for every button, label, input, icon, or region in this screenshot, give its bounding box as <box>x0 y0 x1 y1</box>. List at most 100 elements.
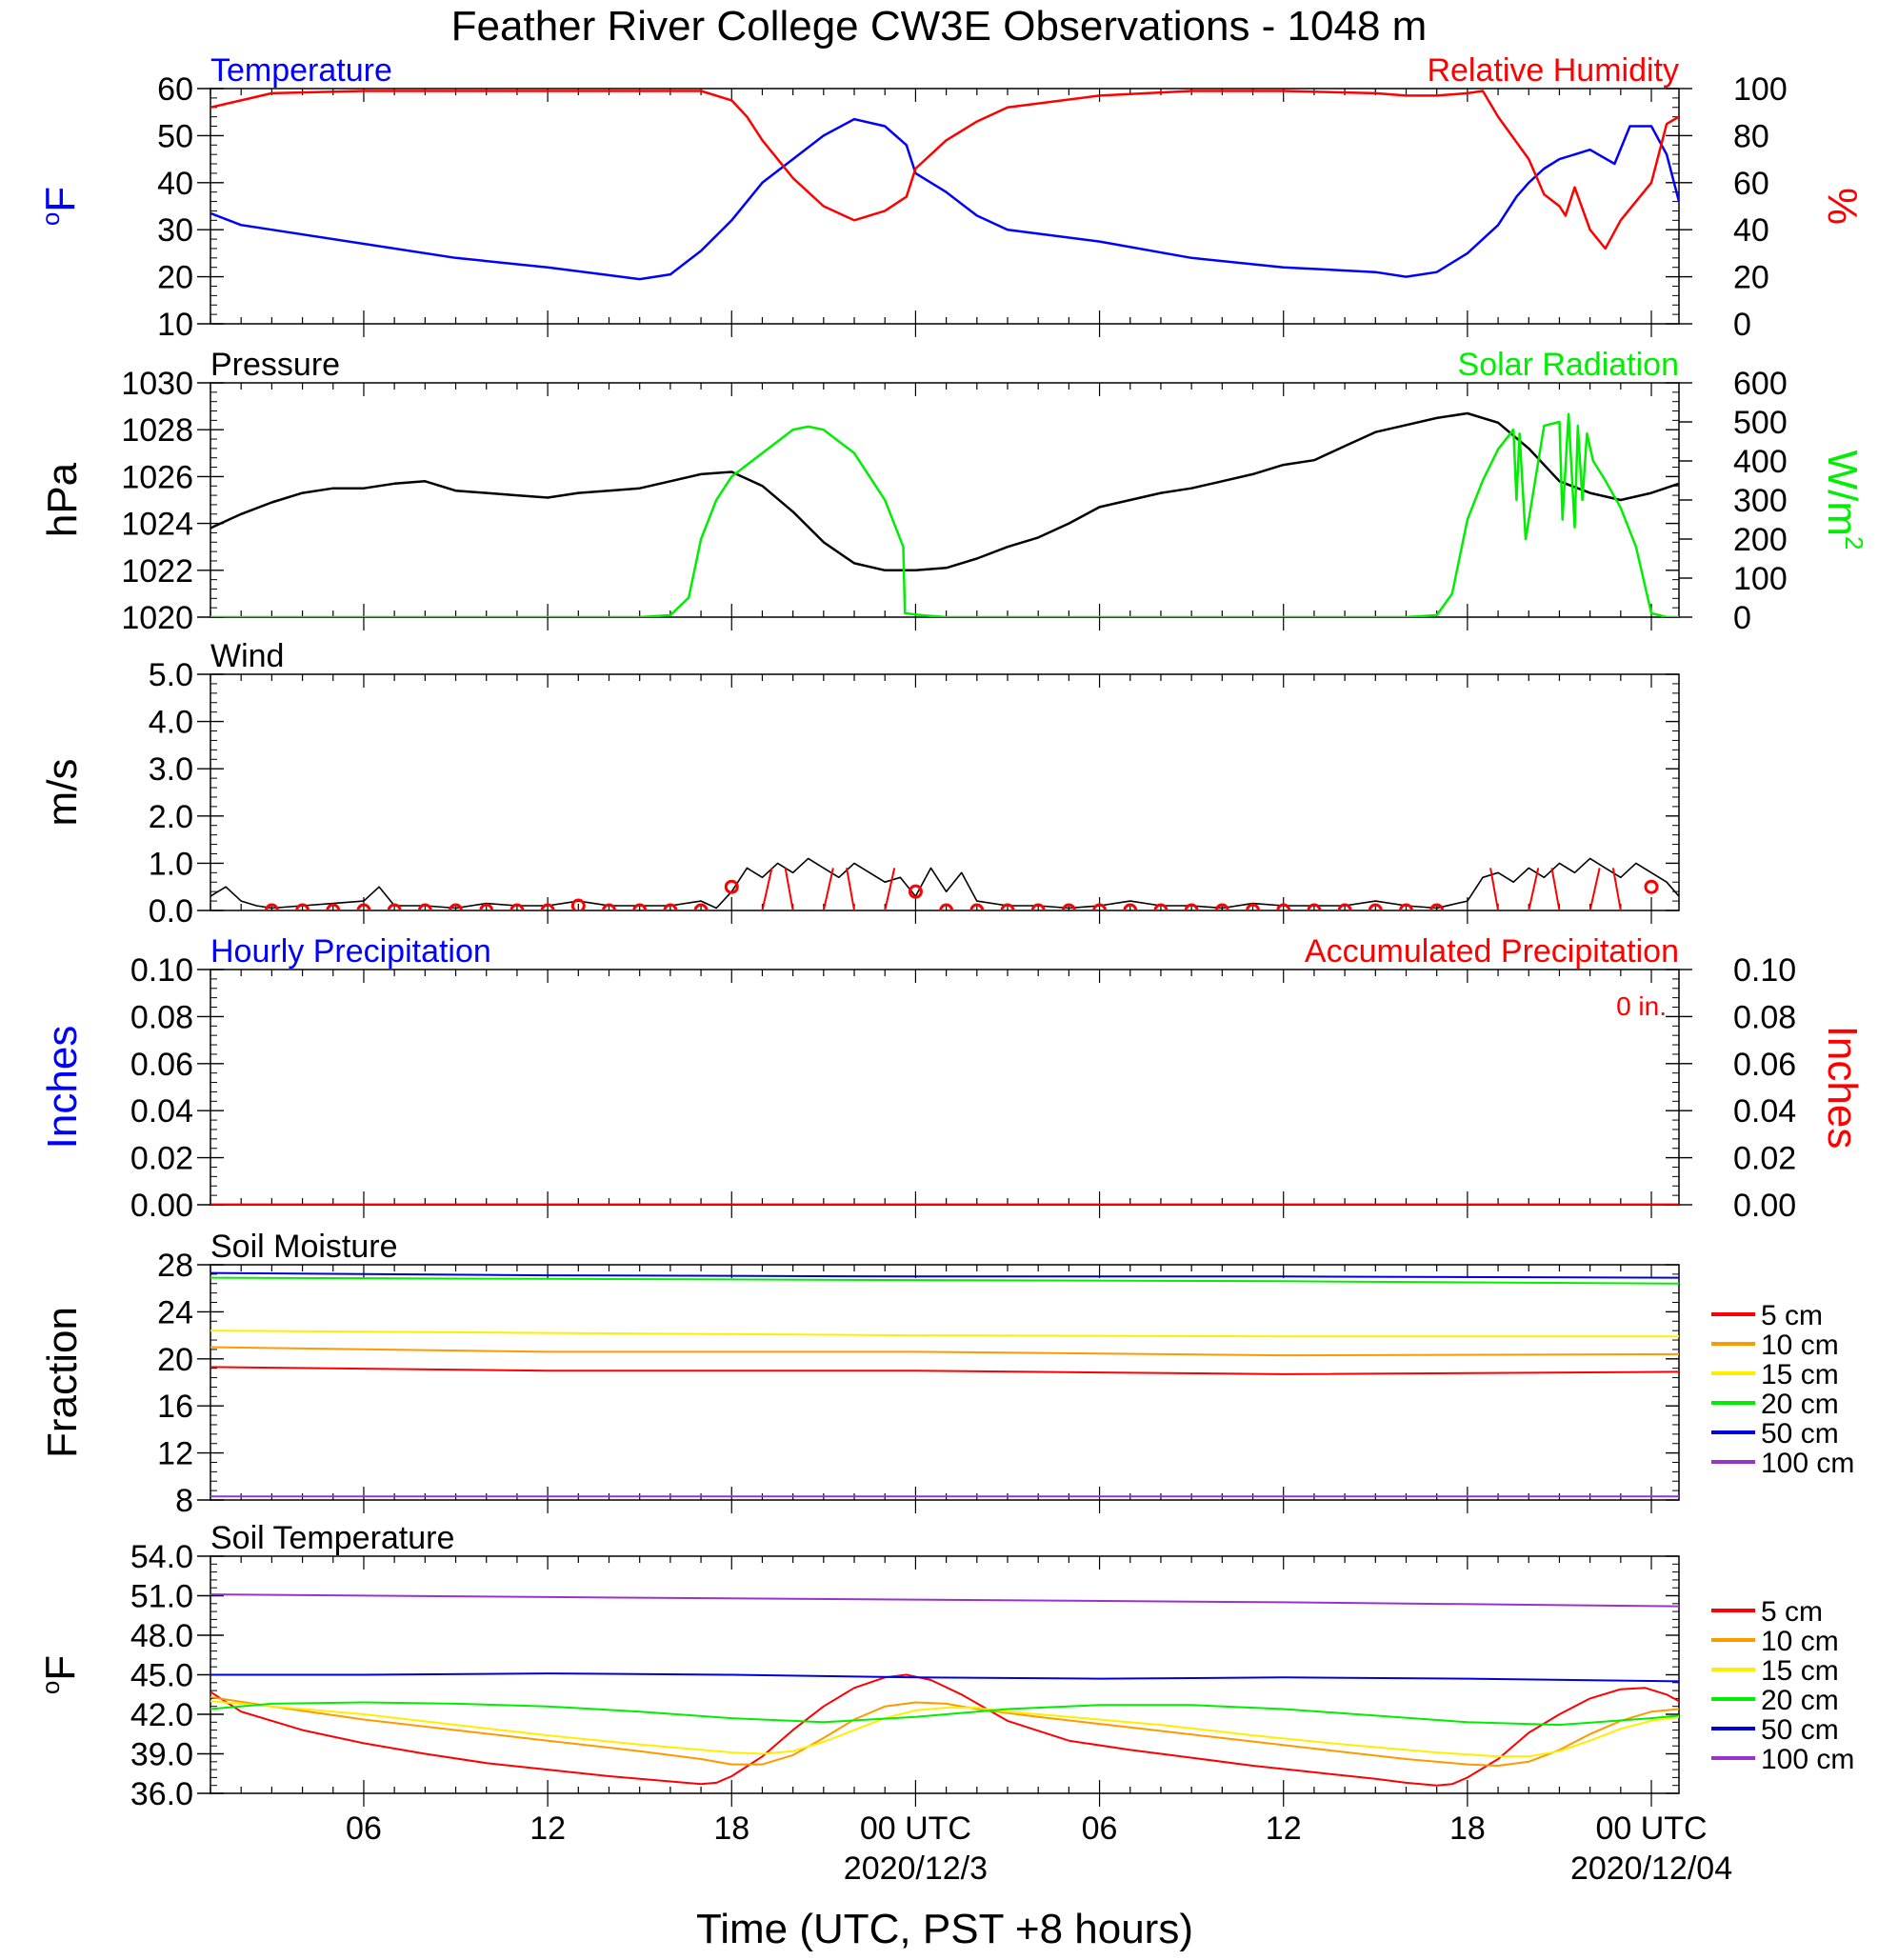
legend-entry: 20 cm <box>1761 1685 1839 1716</box>
y-axis-label: oF <box>36 1655 84 1694</box>
y-tick-label: 10 <box>157 307 193 343</box>
x-tick-label: 06 <box>1082 1810 1118 1847</box>
y2-tick-label: 0.10 <box>1733 952 1796 989</box>
solar-radiation-line <box>210 412 1679 617</box>
wind-calm-marker <box>1000 903 1015 910</box>
y-tick-label: 45.0 <box>130 1658 193 1694</box>
y-tick-label: 28 <box>157 1248 193 1284</box>
legend-entry: 20 cm <box>1761 1389 1839 1420</box>
y-axis-label: m/s <box>39 759 86 827</box>
soil-10cm-line <box>210 1696 1679 1767</box>
legend-entry: 10 cm <box>1761 1330 1839 1361</box>
y2-axis-label: Inches <box>1819 1026 1866 1150</box>
panel-left-title: Hourly Precipitation <box>210 933 491 970</box>
y-axis-label: oF <box>36 187 84 226</box>
y2-tick-label: 200 <box>1733 522 1788 558</box>
y-tick-label: 51.0 <box>130 1579 193 1615</box>
y2-tick-label: 60 <box>1733 166 1769 202</box>
soil-5cm-line <box>210 1673 1679 1787</box>
panel-temperature_humidity: 10 20 30 40 50 60 0 20 40 60 80 100 Temperature Relat… <box>36 52 1866 343</box>
x-tick-label: 06 <box>346 1810 382 1847</box>
wind-direction-barb <box>1588 868 1601 910</box>
soil-20cm-line <box>210 1701 1679 1727</box>
panel-precipitation: 0.00 0.02 0.04 0.06 0.08 0.10 0.00 0.02 0.04 0.06… <box>39 933 1866 1224</box>
wind-calm-marker <box>1123 903 1138 910</box>
x-tick-label: 00 UTC <box>1595 1810 1707 1847</box>
wind-calm-marker <box>601 903 616 910</box>
wind-calm-marker <box>1337 903 1352 910</box>
y-tick-label: 4.0 <box>149 705 193 741</box>
y-tick-label: 12 <box>157 1436 193 1472</box>
wind-calm-marker <box>693 903 709 910</box>
legend-entry: 5 cm <box>1761 1300 1823 1331</box>
legend-entry: 100 cm <box>1761 1448 1854 1479</box>
panel-left-title: Soil Moisture <box>210 1229 398 1265</box>
y2-axis-label: W/m2 <box>1819 450 1868 550</box>
wind-calm-marker <box>724 879 739 894</box>
y2-tick-label: 80 <box>1733 118 1769 154</box>
x-tick-date: 2020/12/04 <box>1570 1850 1732 1887</box>
y2-tick-label: 40 <box>1733 212 1769 249</box>
wind-calm-marker <box>1092 903 1108 910</box>
y-tick-label: 1028 <box>121 412 193 449</box>
y2-tick-label: 0.00 <box>1733 1188 1796 1224</box>
plot-frame <box>210 673 1680 911</box>
wind-direction-barb <box>1550 868 1561 910</box>
y-axis-label: Inches <box>39 1026 86 1150</box>
legend-entry: 100 cm <box>1761 1744 1854 1775</box>
soil-10cm-line <box>210 1346 1679 1357</box>
wind-direction-barb <box>761 868 773 910</box>
y-tick-label: 1020 <box>121 600 193 636</box>
plot-frame <box>210 969 1680 1206</box>
y-tick-label: 0.04 <box>130 1093 193 1130</box>
wind-calm-marker <box>969 903 985 910</box>
wind-calm-marker <box>540 903 555 910</box>
y-tick-label: 16 <box>157 1389 193 1425</box>
y-tick-label: 48.0 <box>130 1618 193 1654</box>
y-axis-label-degree: o <box>36 212 65 226</box>
panel-left-title: Soil Temperature <box>210 1520 454 1556</box>
wind-calm-marker <box>509 903 525 910</box>
y-tick-label: 50 <box>157 118 193 154</box>
y2-tick-label: 100 <box>1733 561 1788 597</box>
wind-calm-marker <box>417 903 432 910</box>
y-tick-label: 1.0 <box>149 846 193 882</box>
y-axis-label-degree: o <box>36 1681 65 1694</box>
soil-100cm-line <box>210 1593 1679 1608</box>
panel-wind: 0.0 1.0 2.0 3.0 4.0 5.0 Wind m/s <box>39 638 1680 930</box>
wind-direction-barb <box>1528 868 1540 910</box>
wind-calm-marker <box>356 903 371 910</box>
data-layer <box>210 90 1679 281</box>
y-tick-label: 24 <box>157 1294 193 1330</box>
wind-calm-marker <box>1246 903 1261 910</box>
wind-direction-barb <box>784 868 794 910</box>
y2-tick-label: 20 <box>1733 260 1769 296</box>
wind-calm-marker <box>1368 903 1383 910</box>
wind-calm-marker <box>1644 879 1659 894</box>
y-tick-label: 8 <box>175 1483 193 1519</box>
x-axis-label: Time (UTC, PST +8 hours) <box>696 1906 1193 1952</box>
wind-calm-marker <box>570 898 586 910</box>
wind-direction-barb <box>1611 868 1622 910</box>
y-tick-label: 40 <box>157 166 193 202</box>
y2-tick-label: 600 <box>1733 366 1788 402</box>
wind-calm-marker <box>632 903 648 910</box>
legend-entry: 15 cm <box>1761 1655 1839 1687</box>
wind-direction-barb <box>822 868 834 910</box>
soil-5cm-line <box>210 1366 1679 1375</box>
y-axis-label-unit: F <box>37 187 84 212</box>
humidity-line <box>210 90 1679 250</box>
y-tick-label: 1026 <box>121 459 193 495</box>
wind-calm-marker <box>1153 903 1169 910</box>
y-tick-label: 30 <box>157 212 193 249</box>
y2-tick-label: 0 <box>1733 307 1751 343</box>
y2-tick-label: 400 <box>1733 444 1788 480</box>
y-tick-label: 0.10 <box>130 952 193 989</box>
y-tick-label: 0.06 <box>130 1047 193 1083</box>
y-tick-label: 0.0 <box>149 893 193 930</box>
legend-entry: 50 cm <box>1761 1418 1839 1450</box>
accumulation-annotation: 0 in. <box>1616 991 1667 1021</box>
y-tick-label: 20 <box>157 260 193 296</box>
data-layer <box>210 411 1679 617</box>
